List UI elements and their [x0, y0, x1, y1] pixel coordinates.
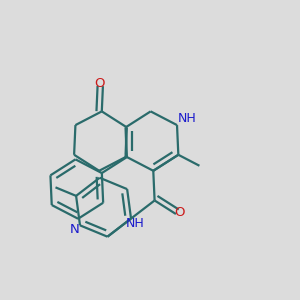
Text: O: O [94, 77, 104, 90]
Text: NH: NH [178, 112, 197, 125]
Text: N: N [70, 223, 80, 236]
Text: NH: NH [126, 218, 145, 230]
Text: O: O [174, 206, 185, 219]
